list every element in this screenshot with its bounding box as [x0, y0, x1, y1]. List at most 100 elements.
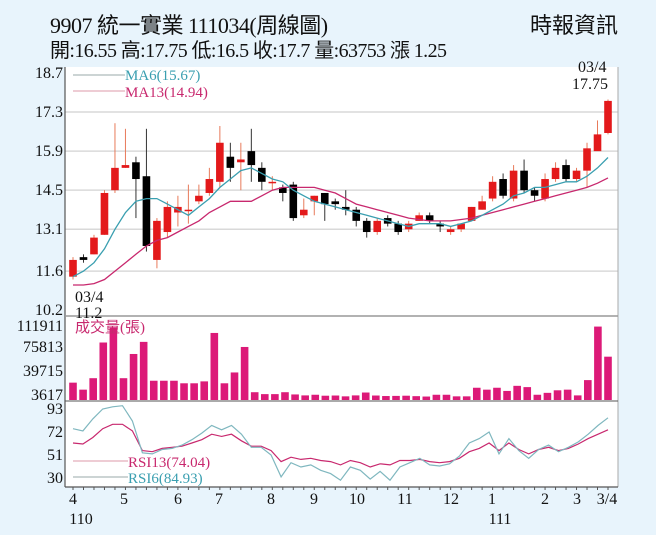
candle [541, 179, 549, 199]
candle [320, 192, 329, 205]
axis-tick-label: 14.5 [35, 182, 63, 199]
volume-bar [230, 372, 239, 400]
candle [247, 151, 256, 166]
axis-tick-label: 11.6 [36, 263, 63, 280]
axis-tick-label: 30 [47, 470, 63, 487]
candle [436, 223, 444, 227]
candle [205, 179, 214, 193]
volume-bar [372, 395, 380, 400]
candle [331, 201, 340, 205]
axis-tick-label: 6 [174, 491, 182, 508]
volume-bar [180, 383, 188, 400]
candle [69, 259, 77, 277]
candle [467, 206, 476, 221]
candle [111, 167, 119, 191]
axis-tick-label: 9 [310, 491, 318, 508]
volume-bar [382, 396, 390, 400]
source-label: 時報資訊 [529, 13, 618, 38]
volume-bar [442, 394, 451, 400]
volume-bar [604, 356, 612, 400]
volume-title: 成交量(張) [75, 318, 145, 336]
volume-bar [402, 395, 410, 400]
candle [499, 179, 507, 196]
volume-bar [412, 396, 421, 400]
volume-bar [99, 342, 108, 400]
volume-bar [291, 394, 299, 400]
candle [394, 223, 402, 233]
axis-tick-label: 5 [120, 491, 128, 508]
candle [425, 215, 434, 221]
candle [520, 170, 528, 191]
volume-bar [311, 394, 320, 400]
axis-tick-label: 15.9 [35, 143, 63, 160]
candle [551, 167, 560, 180]
low-price-annotation: 11.2 [75, 305, 102, 322]
volume-bar [139, 341, 148, 400]
axis-tick-label: 111 [489, 511, 512, 528]
price-stats: 開:16.55 高:17.75 低:16.5 收:17.7 量:63753 漲 … [50, 40, 447, 62]
axis-tick-label: 10 [349, 491, 365, 508]
candle [121, 165, 130, 168]
volume-bar [160, 380, 168, 400]
candle [310, 195, 319, 202]
candle [132, 162, 140, 180]
candle [279, 187, 287, 193]
candle [583, 148, 591, 171]
axis-tick-label: 10.2 [35, 302, 63, 319]
candle [79, 257, 88, 260]
volume-bar [513, 385, 521, 400]
volume-bar [119, 378, 128, 400]
volume-bar [281, 392, 289, 400]
candle [572, 170, 581, 180]
volume-pane [65, 316, 618, 401]
rsi13-legend: RSI13(74.04) [128, 455, 210, 471]
axis-tick-label: 3/4 [597, 491, 617, 508]
candle [478, 201, 486, 210]
axis-tick-label: 11 [397, 491, 412, 508]
candle [488, 181, 497, 199]
volume-bar [472, 387, 481, 400]
moving-averages [72, 157, 609, 286]
volume-bar [573, 395, 582, 400]
volume-bar [392, 395, 400, 400]
candle [299, 209, 308, 216]
candle [237, 159, 245, 163]
axis-tick-label: 18.7 [35, 65, 63, 82]
chart-title: 9907 統一實業 111034(周線圖) [50, 13, 328, 38]
candle [352, 209, 361, 221]
axis-tick-label: 4 [69, 491, 77, 508]
candle [195, 195, 203, 202]
volume-bar [533, 394, 542, 400]
volume-bar [543, 392, 552, 400]
volume-bar [594, 326, 602, 400]
candle [258, 167, 266, 182]
candle [373, 220, 382, 233]
high-price-annotation: 17.75 [572, 76, 608, 93]
axis-tick-label: 72 [47, 424, 63, 441]
volume-bar [341, 396, 350, 400]
volume-bar [493, 387, 501, 400]
volume-bar [563, 389, 572, 400]
candle [341, 206, 350, 210]
candle [163, 206, 172, 233]
candle [216, 142, 224, 182]
volume-bar [79, 389, 87, 400]
axis-tick-label: 7 [215, 491, 223, 508]
axis-tick-label: 75813 [23, 339, 63, 356]
candle [509, 170, 518, 199]
volume-bar [149, 380, 158, 400]
ma13-legend: MA13(14.94) [125, 85, 208, 101]
volume-bar [250, 392, 259, 400]
axis-tick-label: 1 [488, 491, 496, 508]
candle [184, 209, 193, 212]
candle [562, 165, 570, 180]
candle [362, 220, 371, 233]
volume-bar [129, 353, 138, 400]
volume-bar [240, 346, 249, 400]
volume-bar [109, 327, 118, 400]
volume-bar [452, 396, 461, 400]
volume-bar [361, 392, 370, 400]
volume-bar [553, 390, 562, 400]
candle [100, 192, 109, 235]
